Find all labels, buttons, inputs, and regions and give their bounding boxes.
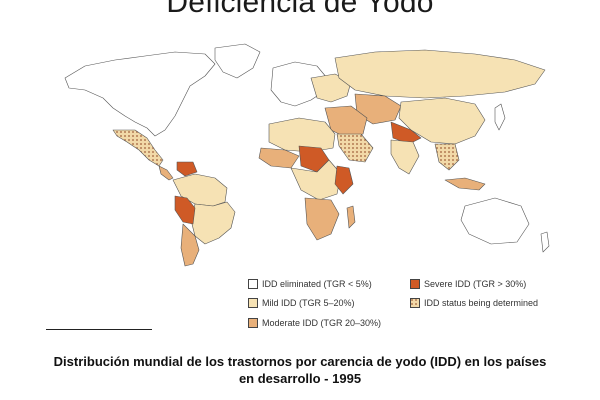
legend-item-being-determined: IDD status being determined xyxy=(410,298,538,308)
southern-cone xyxy=(180,223,200,267)
himalaya-region xyxy=(390,121,422,145)
russia xyxy=(334,49,546,99)
legend-swatch xyxy=(248,279,258,289)
world-map xyxy=(64,43,550,267)
legend-item-eliminated: IDD eliminated (TGR < 5%) xyxy=(248,279,372,289)
legend-label: IDD status being determined xyxy=(424,298,539,308)
eastern-europe xyxy=(310,73,352,103)
caption-line-2: en desarrollo - 1995 xyxy=(238,371,362,386)
legend-swatch xyxy=(410,279,420,289)
legend-label: Severe IDD (TGR > 30%) xyxy=(424,279,527,289)
north-america xyxy=(64,51,216,137)
legend-swatch-dotted xyxy=(410,298,420,308)
indonesia xyxy=(444,177,486,191)
legend-label: Moderate IDD (TGR 20–30%) xyxy=(262,318,382,328)
legend-label: IDD eliminated (TGR < 5%) xyxy=(262,279,372,289)
peru-bolivia xyxy=(174,195,196,225)
legend-item-severe: Severe IDD (TGR > 30%) xyxy=(410,279,526,289)
greenland xyxy=(214,43,261,79)
japan xyxy=(494,103,506,131)
map-legend: IDD eliminated (TGR < 5%) Mild IDD (TGR … xyxy=(248,279,588,339)
southern-africa xyxy=(304,197,340,241)
map-title: Deficiencia de Yodo xyxy=(166,0,434,19)
australia xyxy=(460,197,530,245)
legend-item-moderate: Moderate IDD (TGR 20–30%) xyxy=(248,318,381,328)
divider-line xyxy=(46,329,152,330)
map-caption: Distribución mundial de los trastornos p… xyxy=(0,353,600,387)
central-america xyxy=(158,165,174,181)
legend-swatch xyxy=(248,318,258,328)
arabia xyxy=(336,133,374,163)
brazil xyxy=(190,201,236,245)
india xyxy=(390,139,420,175)
southeast-asia xyxy=(434,143,460,171)
caption-line-1: Distribución mundial de los trastornos p… xyxy=(53,354,547,369)
madagascar xyxy=(346,205,356,229)
venezuela xyxy=(176,161,198,177)
legend-item-mild: Mild IDD (TGR 5–20%) xyxy=(248,298,355,308)
north-africa xyxy=(268,117,336,153)
legend-label: Mild IDD (TGR 5–20%) xyxy=(262,298,355,308)
china xyxy=(398,97,486,145)
legend-swatch xyxy=(248,298,258,308)
east-africa xyxy=(334,165,354,195)
new-zealand xyxy=(540,231,550,253)
west-africa xyxy=(258,147,300,169)
